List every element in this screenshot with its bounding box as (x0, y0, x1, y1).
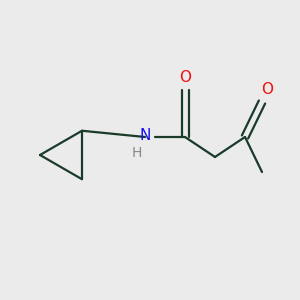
Text: O: O (179, 70, 191, 85)
Text: N: N (139, 128, 151, 143)
Text: H: H (132, 146, 142, 160)
Text: O: O (261, 82, 273, 98)
